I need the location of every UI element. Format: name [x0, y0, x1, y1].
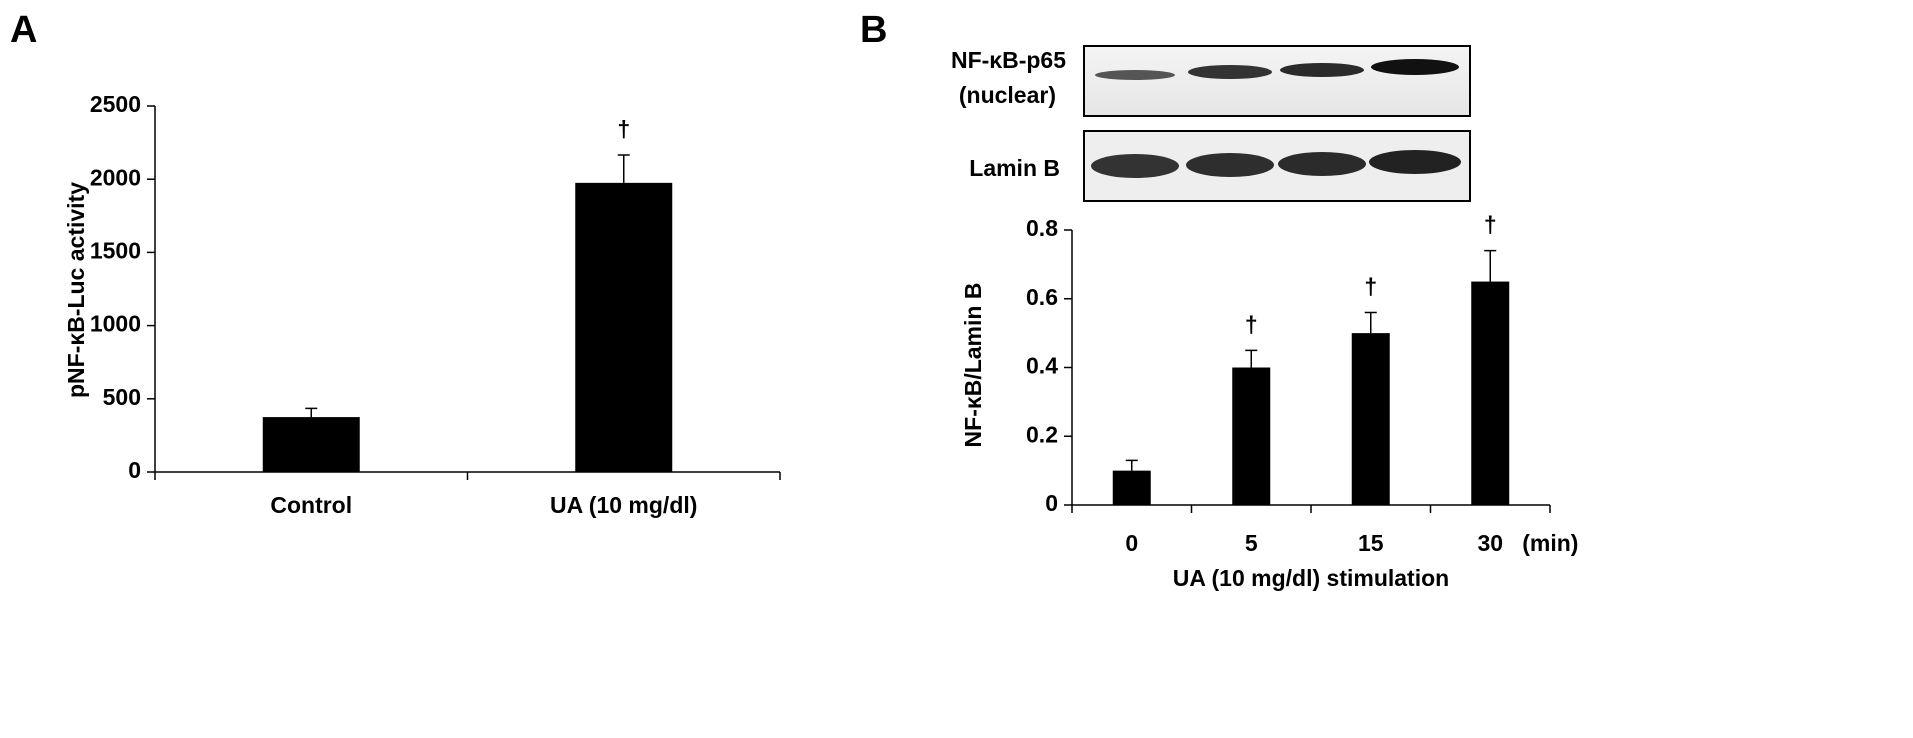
blot-label: (nuclear)	[959, 82, 1056, 108]
panel-label: B	[860, 9, 887, 51]
bar	[1232, 367, 1271, 505]
bar	[1351, 333, 1390, 505]
y-tick-label: 0.2	[1026, 421, 1058, 447]
y-axis-label: NF-κB/Lamin B	[960, 283, 986, 448]
annotation: †	[1364, 274, 1377, 300]
bar	[575, 182, 673, 473]
annotation: †	[1245, 311, 1258, 337]
y-tick-label: 2000	[90, 164, 141, 190]
x-tick-label: UA (10 mg/dl)	[550, 492, 697, 518]
blot-label: NF-κB-p65	[951, 47, 1066, 73]
panel-label: A	[10, 9, 37, 51]
y-tick-label: 0.8	[1026, 215, 1058, 241]
y-tick-label: 500	[103, 384, 141, 410]
annotation: †	[1484, 212, 1497, 238]
blot-image	[1083, 45, 1471, 117]
x-tick-label: 0	[1125, 530, 1138, 556]
error-bar	[1125, 459, 1138, 471]
bar	[262, 417, 360, 472]
y-tick-label: 1000	[90, 311, 141, 337]
x-unit: (min)	[1522, 530, 1578, 556]
x-tick-label: 15	[1358, 530, 1384, 556]
x-tick-label: 5	[1245, 530, 1258, 556]
bar	[1471, 281, 1510, 505]
x-axis-label: UA (10 mg/dl) stimulation	[1173, 565, 1449, 591]
error-bar	[617, 154, 630, 183]
x-tick-label: 30	[1477, 530, 1503, 556]
error-bar	[1484, 249, 1497, 282]
annotation: †	[617, 116, 630, 142]
error-bar	[1364, 311, 1377, 334]
y-tick-label: 2500	[90, 91, 141, 117]
error-bar	[1245, 349, 1258, 368]
blot-image	[1083, 130, 1471, 202]
y-axis-label: pNF-κB-Luc activity	[63, 182, 89, 398]
y-tick-label: 0.4	[1026, 353, 1058, 379]
error-bar	[305, 407, 318, 418]
y-tick-label: 0	[128, 457, 141, 483]
blot-label: Lamin B	[969, 155, 1060, 181]
y-tick-label: 0.6	[1026, 284, 1058, 310]
y-tick-label: 1500	[90, 237, 141, 263]
x-tick-label: Control	[270, 492, 352, 518]
y-tick-label: 0	[1045, 490, 1058, 516]
bar	[1112, 470, 1151, 505]
